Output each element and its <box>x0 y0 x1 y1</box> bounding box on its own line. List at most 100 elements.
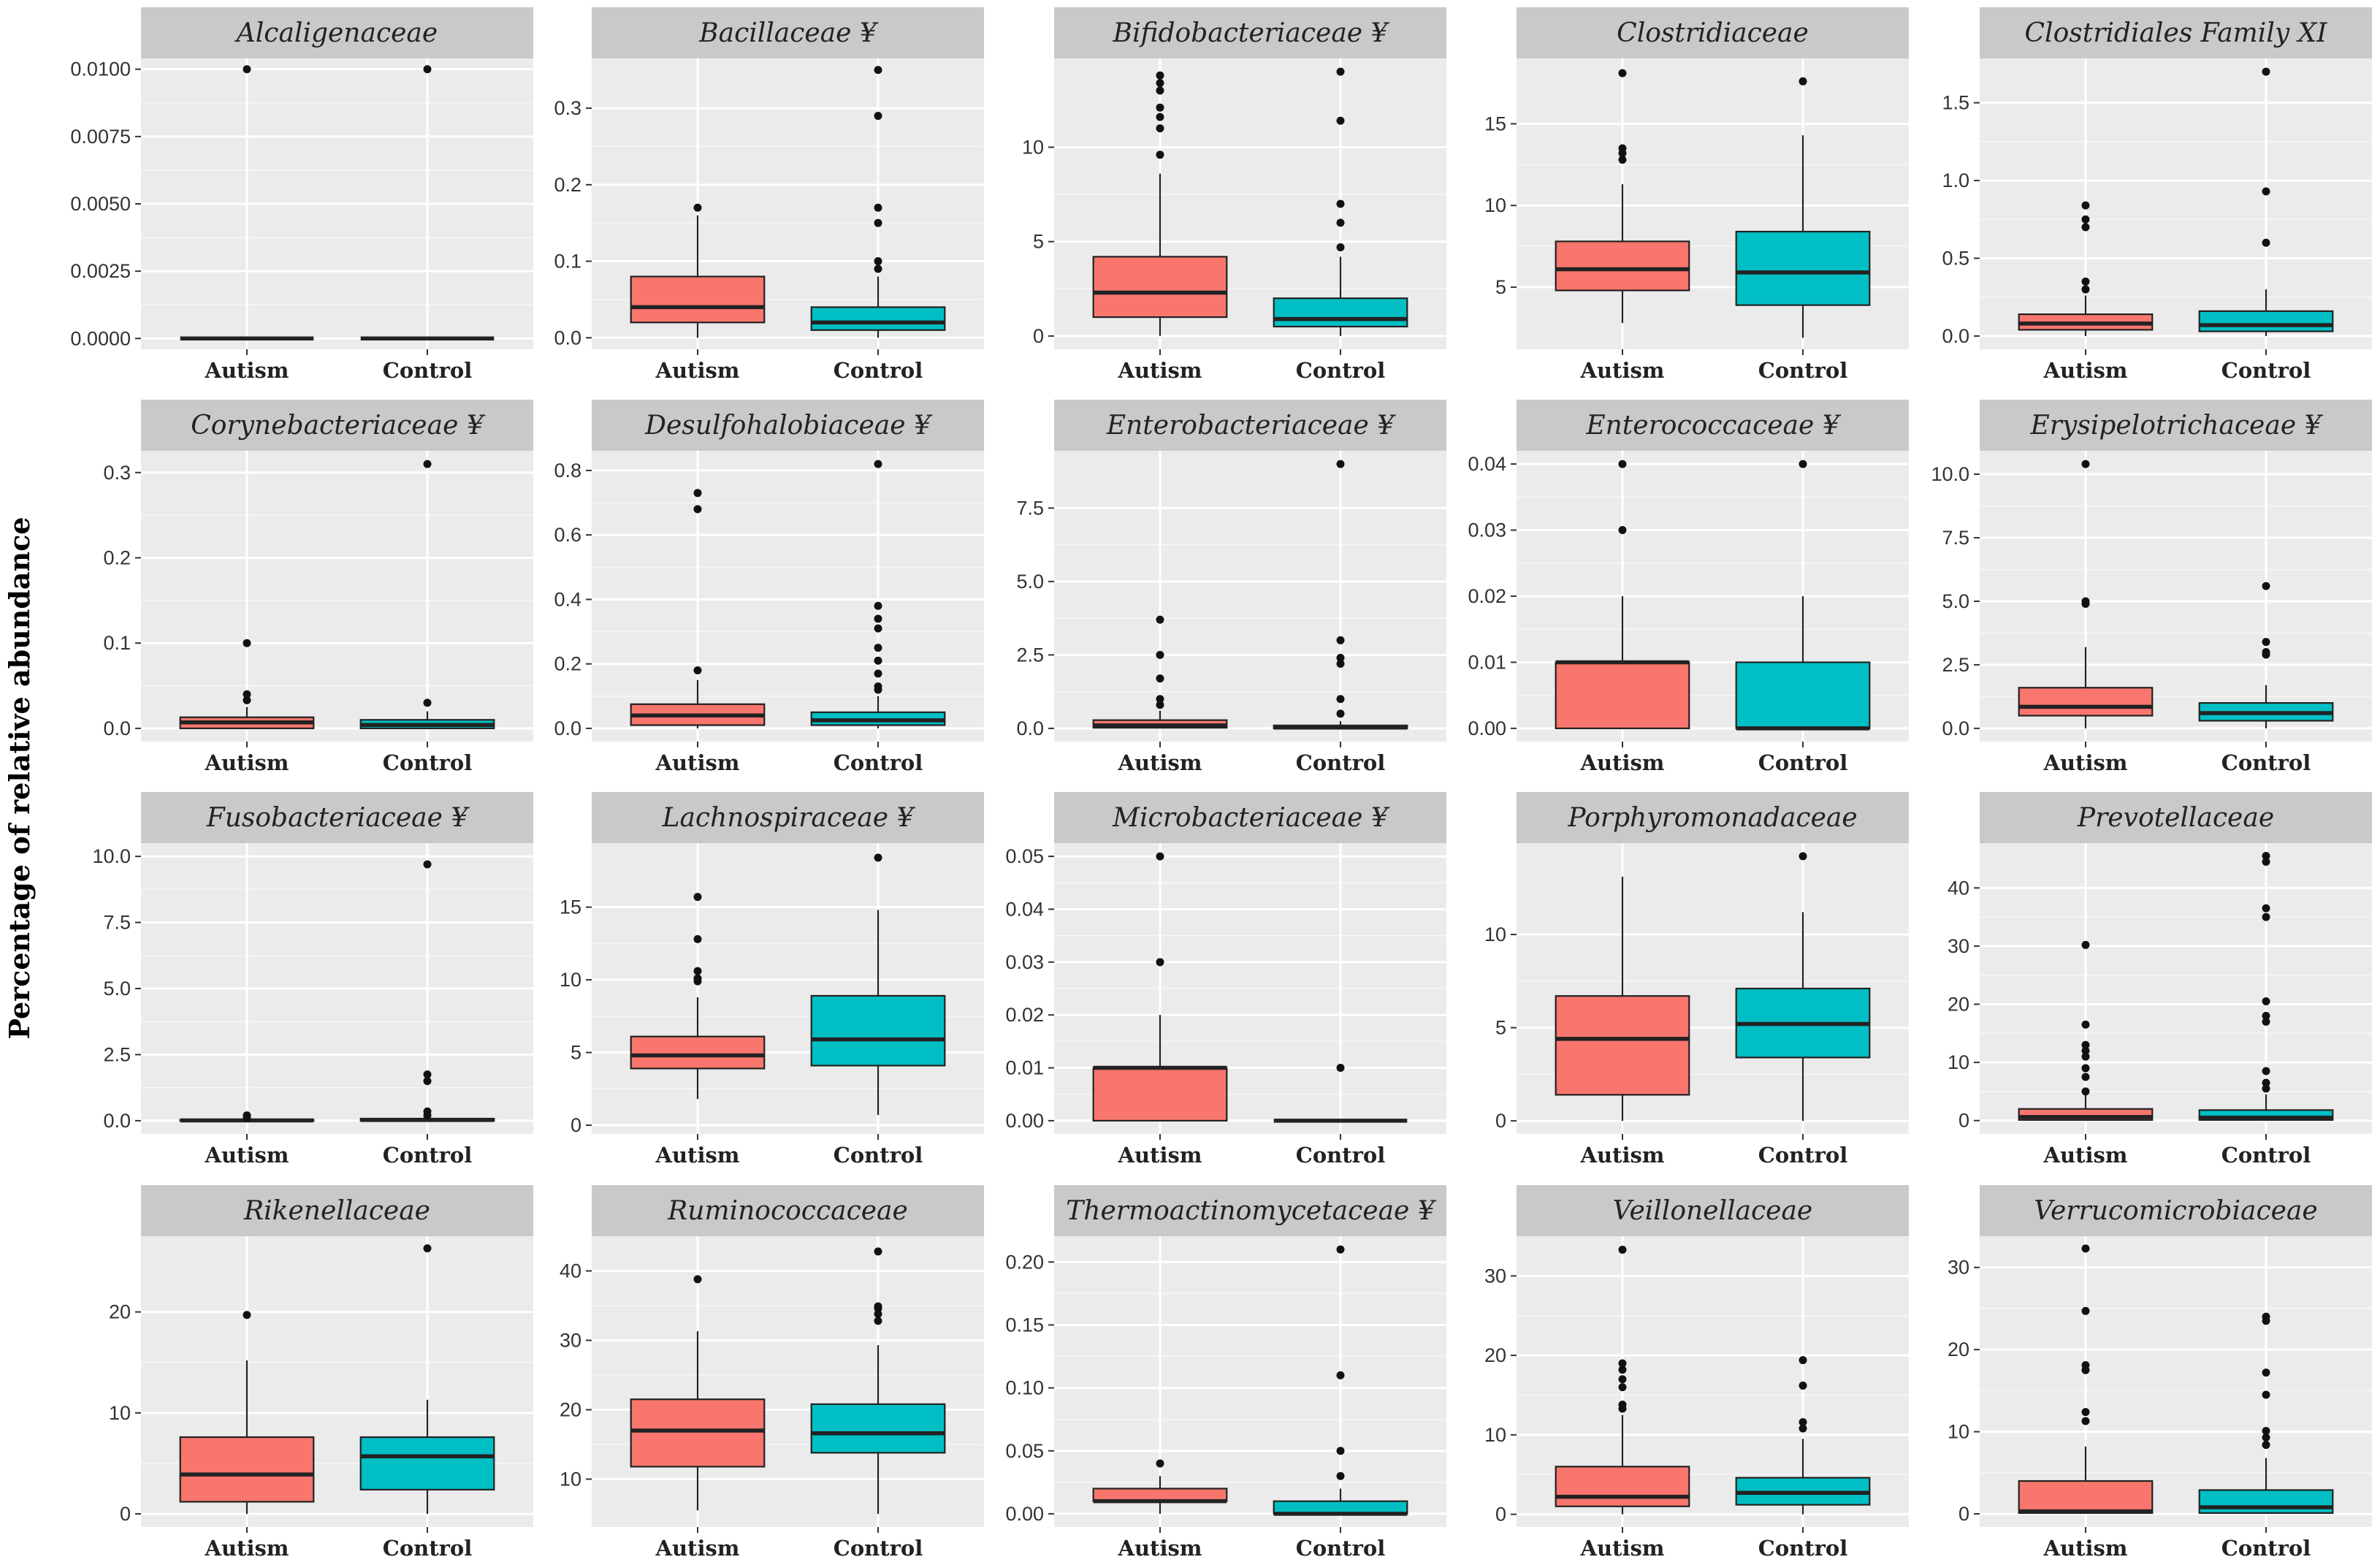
facet-panel: Erysipelotrichaceae ¥ 0.0 2.5 5.0 7.5 10.0 Aut… <box>1931 400 2372 775</box>
facet-panel: Clostridiaceae 5 10 15 Autism Control <box>1484 7 1909 383</box>
y-tick-label: 0 <box>1495 1110 1506 1132</box>
facet-panel: Fusobacteriaceae ¥ 0.0 2.5 5.0 7.5 10.0 Autism… <box>92 792 533 1168</box>
x-tick-label: Autism <box>655 1143 739 1168</box>
y-tick-label: 0.0 <box>103 717 131 739</box>
y-tick-label: 0.5 <box>1942 247 1969 269</box>
panel-background <box>592 1236 984 1527</box>
box-control <box>359 1436 495 1490</box>
outlier-point <box>874 1302 882 1311</box>
outlier-point <box>1156 113 1164 121</box>
outlier-point <box>2081 940 2090 949</box>
x-tick-label: Autism <box>1579 358 1664 383</box>
outlier-point <box>2081 1040 2090 1049</box>
outlier-point <box>2081 1244 2090 1253</box>
outlier-point <box>423 1244 432 1253</box>
x-tick-label: Control <box>1296 1143 1386 1168</box>
x-tick-label: Control <box>2221 1536 2311 1561</box>
outlier-point <box>423 1077 432 1086</box>
y-tick-label: 0.1 <box>554 251 581 273</box>
x-tick-label: Control <box>834 750 923 775</box>
facet-panel: Ruminococcaceae 10 20 30 40 Autism Control <box>560 1185 984 1561</box>
x-tick-label: Autism <box>1117 1143 1202 1168</box>
outlier-point <box>1156 151 1164 159</box>
outlier-point <box>2081 460 2090 468</box>
outlier-point <box>2081 597 2090 606</box>
facet-strip <box>141 1185 533 1236</box>
y-tick-label: 0.04 <box>1005 898 1044 920</box>
y-tick-label: 0.0000 <box>70 327 131 349</box>
facet-panels: Alcaligenaceae0.00000.00250.00500.00750.… <box>70 7 2372 1561</box>
y-tick-label: 10.0 <box>1931 463 1969 485</box>
y-tick-label: 0.05 <box>1005 1440 1044 1462</box>
outlier-point <box>1618 526 1627 535</box>
outlier-point <box>693 934 702 943</box>
facet-title: Fusobacteriaceae ¥ <box>206 803 470 833</box>
outlier-point <box>1336 67 1345 76</box>
facet-strip <box>1517 400 1909 451</box>
outlier-point <box>2262 852 2270 861</box>
outlier-point <box>1336 199 1345 208</box>
outlier-point <box>1336 653 1345 662</box>
facet-strip <box>1980 792 2372 843</box>
y-tick-label: 0.3 <box>554 97 581 119</box>
outlier-point <box>2262 638 2270 647</box>
box-autism <box>2018 1480 2154 1514</box>
x-tick-label: Control <box>1758 750 1848 775</box>
y-tick-label: 10 <box>1484 924 1506 945</box>
outlier-point <box>693 505 702 514</box>
facet-panel: Porphyromonadaceae 0 5 10 Autism Control <box>1484 792 1909 1168</box>
y-tick-label: 20 <box>560 1398 581 1420</box>
x-tick-label: Control <box>2221 750 2311 775</box>
outlier-point <box>423 1070 432 1079</box>
outlier-point <box>2081 201 2090 210</box>
y-tick-label: 5 <box>1033 231 1044 253</box>
box-autism <box>1092 1067 1228 1122</box>
outlier-point <box>243 639 251 647</box>
y-tick-label: 0 <box>120 1503 131 1525</box>
outlier-point <box>1799 1356 1807 1365</box>
y-tick-label: 0.6 <box>554 524 581 546</box>
y-tick-label: 0.0075 <box>70 126 131 148</box>
x-tick-label: Control <box>1758 1143 1848 1168</box>
facet-panel: Desulfohalobiaceae ¥ 0.0 0.2 0.4 0.6 0.8 Autis… <box>554 400 984 775</box>
outlier-point <box>243 690 251 698</box>
outlier-point <box>693 203 702 212</box>
y-tick-label: 10 <box>1484 1424 1506 1446</box>
y-tick-label: 0.01 <box>1005 1057 1044 1079</box>
outlier-point <box>1156 701 1164 709</box>
facet-panel: Lachnospiraceae ¥ 0 5 10 15 Autism Control <box>560 792 984 1168</box>
x-tick-label: Autism <box>204 358 289 383</box>
outlier-point <box>2262 997 2270 1006</box>
facet-strip <box>1054 400 1446 451</box>
y-tick-label: 7.5 <box>103 912 131 934</box>
outlier-point <box>2262 1390 2270 1399</box>
outlier-point <box>874 257 882 266</box>
box-autism <box>1555 240 1690 292</box>
y-tick-label: 20 <box>1484 1344 1506 1366</box>
box-autism <box>2018 687 2154 717</box>
facet-title: Clostridiaceae <box>1617 18 1809 48</box>
box-control <box>1735 230 1871 306</box>
outlier-point <box>1156 958 1164 967</box>
y-tick-label: 0.0100 <box>70 58 131 80</box>
outlier-point <box>2262 1441 2270 1450</box>
panel-background <box>592 451 984 742</box>
y-tick-label: 0.03 <box>1005 951 1044 973</box>
outlier-point <box>874 644 882 652</box>
facet-title: Veillonellaceae <box>1613 1196 1812 1226</box>
outlier-point <box>2081 1417 2090 1425</box>
outlier-point <box>1336 460 1345 468</box>
panel-background <box>1980 58 2372 349</box>
panel-background <box>1980 1236 2372 1527</box>
outlier-point <box>874 682 882 691</box>
outlier-point <box>2081 1087 2090 1096</box>
outlier-point <box>1618 1401 1627 1409</box>
outlier-point <box>1156 79 1164 88</box>
facet-strip <box>1517 792 1909 843</box>
y-tick-label: 7.5 <box>1016 497 1044 519</box>
outlier-point <box>2262 857 2270 866</box>
facet-panel: Thermoactinomycetaceae ¥ 0.00 0.05 0.10 0.15… <box>1005 1185 1446 1561</box>
y-tick-label: 10 <box>1948 1051 1969 1073</box>
outlier-point <box>1336 659 1345 668</box>
